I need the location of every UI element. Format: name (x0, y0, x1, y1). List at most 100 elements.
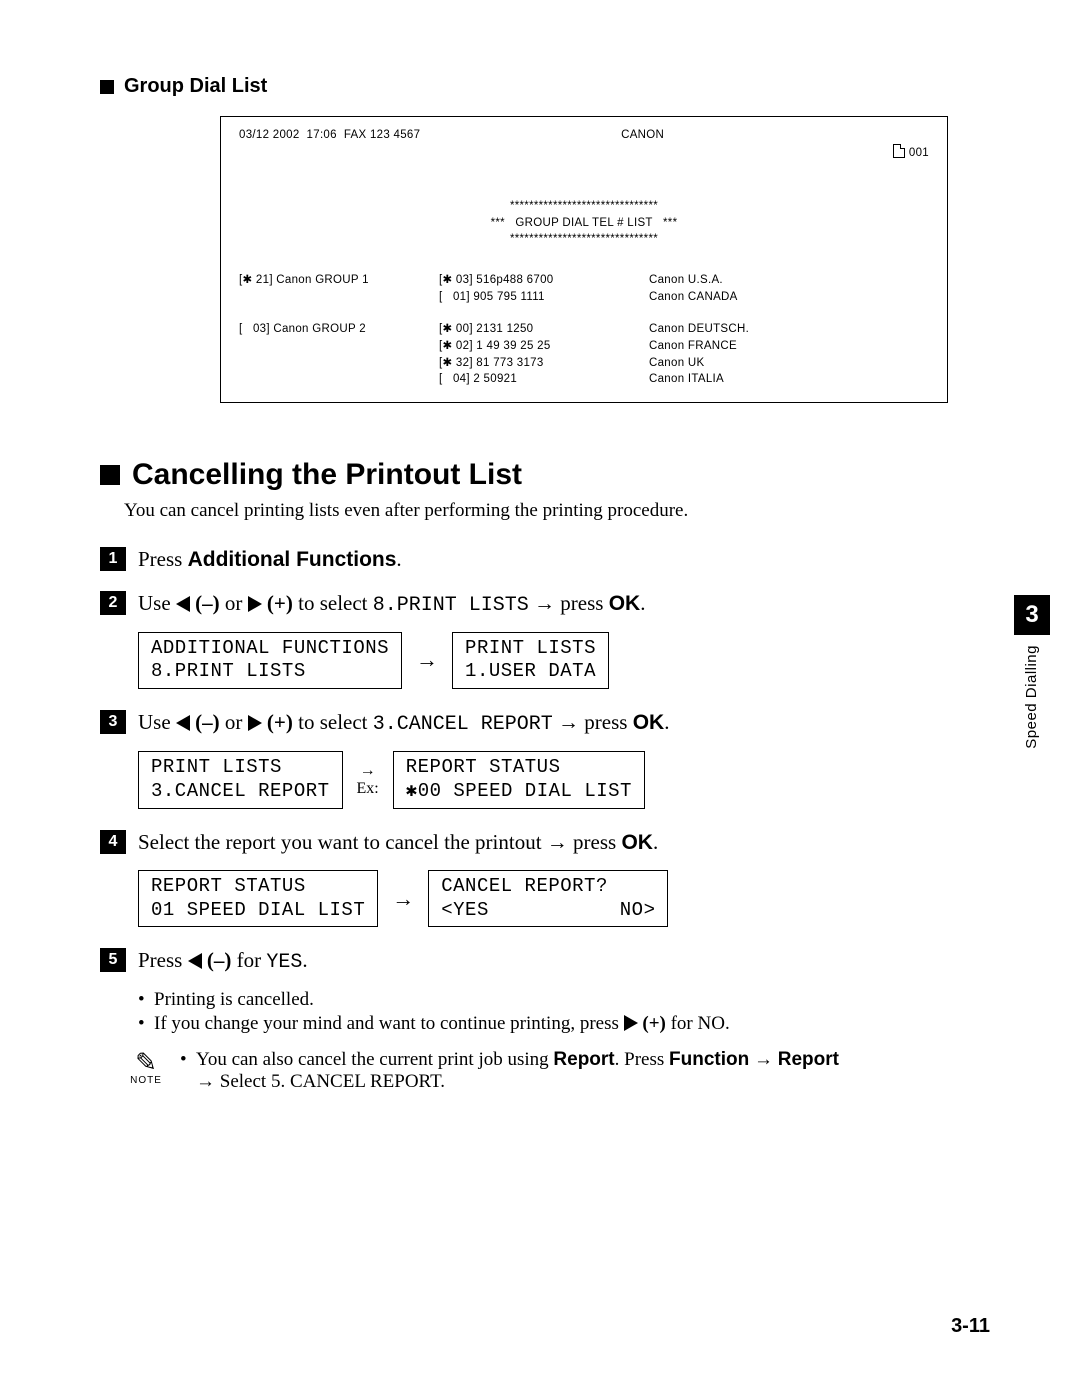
group-locations: Canon U.S.A. Canon CANADA (649, 272, 929, 305)
t: . (725, 1013, 730, 1034)
t: . (664, 710, 669, 734)
lcd-pair-4: REPORT STATUS 01 SPEED DIAL LIST → CANCE… (138, 870, 990, 928)
step-3: 3 Use (–) or (+) to select 3.CANCEL REPO… (100, 707, 990, 739)
section-heading: Cancelling the Printout List (100, 458, 990, 492)
t: for (237, 948, 267, 972)
page-number: 3-11 (951, 1315, 990, 1338)
t: . Press (615, 1049, 669, 1070)
note-icon: ✎ NOTE (122, 1049, 170, 1093)
bullet-square-icon (100, 465, 120, 485)
note: ✎ NOTE • You can also cancel the current… (122, 1049, 990, 1093)
step-number-badge: 4 (100, 830, 126, 854)
stars-bottom: ******************************* (510, 233, 658, 245)
lcd-display: REPORT STATUS 01 SPEED DIAL LIST (138, 870, 378, 928)
note-text: You can also cancel the current print jo… (196, 1049, 990, 1093)
chapter-number-badge: 3 (1014, 595, 1050, 635)
t: You can also cancel the current print jo… (196, 1049, 553, 1070)
t: to select (298, 591, 373, 615)
t: (–) (190, 710, 225, 734)
t: → press (553, 710, 633, 734)
step-2: 2 Use (–) or (+) to select 8.PRINT LISTS… (100, 588, 990, 620)
bullet-text: If you change your mind and want to cont… (154, 1013, 730, 1035)
t: (–) (190, 591, 225, 615)
step-number-badge: 1 (100, 547, 126, 571)
t: (+) (262, 591, 298, 615)
step-body: Press Additional Functions. (138, 544, 990, 575)
lcd-display: ADDITIONAL FUNCTIONS 8.PRINT LISTS (138, 632, 402, 690)
triangle-left-icon (176, 596, 190, 612)
t: OK (633, 711, 665, 734)
t: NO (698, 1013, 725, 1034)
group-numbers: [✱ 00] 2131 1250 [✱ 02] 1 49 39 25 25 [✱… (439, 321, 649, 388)
chapter-label: Speed Dialling (1023, 645, 1040, 749)
t: (+) (638, 1013, 671, 1034)
t: or (225, 710, 248, 734)
t: Function (669, 1049, 749, 1070)
t: OK (621, 831, 653, 854)
step-5-bullets: • Printing is cancelled. • If you change… (138, 989, 990, 1035)
triangle-right-icon (248, 715, 262, 731)
page-icon (893, 144, 905, 158)
step-body: Use (–) or (+) to select 8.PRINT LISTS →… (138, 588, 990, 620)
step-body: Select the report you want to cancel the… (138, 827, 990, 858)
t: Use (138, 710, 176, 734)
t: Report (778, 1049, 839, 1070)
t: (+) (262, 710, 298, 734)
document-page: Group Dial List 03/12 2002 17:06 FAX 123… (0, 0, 1080, 1388)
triangle-left-icon (188, 953, 202, 969)
step-number-badge: 5 (100, 948, 126, 972)
lcd-pair-3: PRINT LISTS 3.CANCEL REPORT → Ex: REPORT… (138, 751, 990, 809)
triangle-left-icon (176, 715, 190, 731)
t: or (225, 591, 248, 615)
lcd-display: PRINT LISTS 1.USER DATA (452, 632, 609, 690)
printout-header-right: 001 (865, 127, 929, 178)
t: Press (138, 948, 188, 972)
section-title: Cancelling the Printout List (132, 458, 522, 492)
lcd-display: CANCEL REPORT? <YES NO> (428, 870, 668, 928)
group-dial-list-printout: 03/12 2002 17:06 FAX 123 4567 CANON 001 … (220, 116, 948, 403)
arrow-right-icon: → (360, 762, 376, 780)
t: . (640, 591, 645, 615)
chapter-side-tab: 3 Speed Dialling (1014, 595, 1050, 749)
printout-title-block: ******************************* *** GROU… (239, 198, 929, 248)
t: Use (138, 591, 176, 615)
t: → (749, 1049, 778, 1070)
t: Select the report you want to cancel the… (138, 830, 621, 854)
t: . (396, 547, 401, 571)
bullet-dot: • (138, 1013, 154, 1035)
t: Press (138, 547, 188, 571)
subhead-text: Group Dial List (124, 75, 267, 98)
group-dial-list-heading: Group Dial List (100, 75, 990, 98)
note-body: • You can also cancel the current print … (180, 1049, 990, 1093)
group-locations: Canon DEUTSCH. Canon FRANCE Canon UK Can… (649, 321, 929, 388)
step-1: 1 Press Additional Functions. (100, 544, 990, 575)
printout-title: *** GROUP DIAL TEL # LIST *** (491, 217, 678, 229)
printout-header-mid: CANON (621, 127, 664, 178)
step-5: 5 Press (–) for YES. (100, 945, 990, 977)
t: 3.CANCEL REPORT (373, 713, 553, 736)
step-body: Use (–) or (+) to select 3.CANCEL REPORT… (138, 707, 990, 739)
t: 5. CANCEL REPORT (271, 1071, 440, 1092)
t: Report (553, 1049, 614, 1070)
bullet-dot: • (180, 1049, 196, 1093)
t: → Select (196, 1071, 271, 1092)
note-label: NOTE (122, 1075, 170, 1086)
step-body: Press (–) for YES. (138, 945, 990, 977)
group-numbers: [✱ 03] 516p488 6700 [ 01] 905 795 1111 (439, 272, 649, 305)
t: for (671, 1013, 698, 1034)
group-row-2: [ 03] Canon GROUP 2 [✱ 00] 2131 1250 [✱ … (239, 321, 929, 388)
section-intro: You can cancel printing lists even after… (124, 500, 990, 522)
t: If you change your mind and want to cont… (154, 1013, 624, 1034)
group-name: [✱ 21] Canon GROUP 1 (239, 272, 439, 305)
bullet-square-icon (100, 80, 114, 94)
t: 8.PRINT LISTS (373, 594, 529, 617)
group-name: [ 03] Canon GROUP 2 (239, 321, 439, 388)
pencil-icon: ✎ (122, 1049, 170, 1075)
t: . (653, 830, 658, 854)
t: to select (298, 710, 373, 734)
lcd-pair-2: ADDITIONAL FUNCTIONS 8.PRINT LISTS → PRI… (138, 632, 990, 690)
bullet-text: Printing is cancelled. (154, 989, 314, 1011)
step-number-badge: 3 (100, 710, 126, 734)
step-4: 4 Select the report you want to cancel t… (100, 827, 990, 858)
arrow-right-icon: → (416, 647, 438, 673)
